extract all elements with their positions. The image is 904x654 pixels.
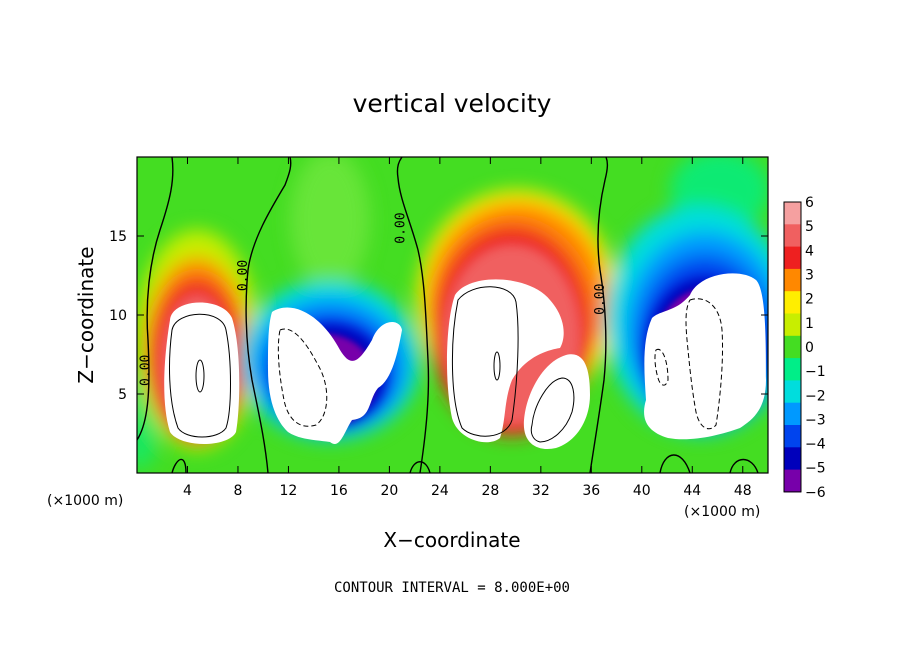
positive-contours	[169, 286, 575, 443]
left-core	[164, 302, 240, 444]
colorbar-swatch	[784, 358, 801, 381]
chart-title: vertical velocity	[353, 89, 552, 118]
colorbar-swatch	[784, 380, 801, 404]
x-tick-label: 12	[280, 483, 298, 499]
down1-core	[268, 307, 402, 444]
contour-interval-note: CONTOUR INTERVAL = 8.000E+00	[334, 580, 570, 596]
down2-contour-small	[654, 348, 669, 386]
colorbar-swatch	[784, 246, 801, 270]
zero-contour-4	[589, 157, 609, 473]
colorbar-label: −4	[805, 437, 826, 453]
x-tick-label: 28	[481, 483, 499, 499]
colorbar-label: −5	[805, 461, 826, 477]
colorbar-swatch	[784, 291, 801, 314]
center-right-core	[523, 354, 590, 449]
y-tick-label: 5	[118, 387, 127, 403]
x-axis-label: X−coordinate	[383, 528, 520, 552]
contour-label: 0.00	[593, 284, 608, 315]
zero-contour-2	[245, 157, 292, 473]
colorbar-label: 1	[805, 316, 814, 332]
y-axis: 5 10 15	[109, 229, 768, 403]
x-unit-left: (×1000 m)	[47, 493, 123, 509]
y-tick-label: 10	[109, 308, 127, 324]
colorbar-swatch	[784, 335, 801, 359]
center-contour	[451, 286, 519, 437]
zero-contour-1	[137, 157, 174, 441]
colorbar-label: −1	[805, 364, 826, 380]
y-axis-label: Z−coordinate	[74, 246, 98, 383]
x-tick-label: 48	[734, 483, 752, 499]
contour-label: 0.00	[236, 260, 251, 291]
center-contour-small	[493, 351, 501, 381]
colorbar-swatch	[784, 425, 801, 448]
colorbar-swatch	[784, 402, 801, 426]
x-tick-label: 24	[431, 483, 449, 499]
down2-core	[644, 273, 766, 440]
colorbar-label: 3	[805, 267, 814, 283]
saturated-cores	[164, 273, 766, 449]
bottom-contour-c	[729, 458, 759, 473]
heatmap-field	[137, 157, 768, 473]
colorbar-swatch	[784, 469, 801, 493]
green-band	[290, 157, 370, 290]
bottom-contour-a	[171, 458, 187, 473]
down2-contour	[685, 298, 724, 430]
left-contour-small	[195, 359, 205, 393]
x-unit-right: (×1000 m)	[684, 504, 760, 520]
negative-contours	[277, 298, 724, 430]
y-tick-label: 15	[109, 229, 127, 245]
colorbar-label: −6	[805, 485, 826, 501]
left-contour	[169, 313, 231, 438]
down1-contour	[277, 328, 328, 427]
colorbar-label: 6	[805, 195, 814, 211]
colorbar: 6 5 4 3 2 1 0 −1 −2 −3 −4 −5 −6	[783, 195, 826, 501]
colorbar-label: 2	[805, 292, 814, 308]
x-tick-label: 44	[683, 483, 701, 499]
center-right-contour	[530, 377, 575, 443]
zero-contours	[137, 157, 759, 473]
colorbar-swatch	[784, 224, 801, 248]
x-tick-label: 20	[380, 483, 398, 499]
x-tick-label: 32	[532, 483, 550, 499]
colorbar-label: 0	[805, 340, 814, 356]
colorbar-label: 5	[805, 219, 814, 235]
colorbar-swatch	[784, 313, 801, 337]
colorbar-label: −2	[805, 388, 826, 404]
colorbar-swatch	[784, 268, 801, 292]
bottom-contour-d	[659, 454, 691, 473]
colorbar-swatch	[784, 447, 801, 471]
x-tick-label: 16	[330, 483, 348, 499]
x-tick-label: 4	[183, 483, 192, 499]
center-core	[446, 279, 564, 443]
contour-labels: 0.00 0.00 0.00 0.00	[139, 212, 608, 386]
colorbar-swatch	[784, 202, 801, 225]
x-tick-label: 36	[582, 483, 600, 499]
colorbar-label: −3	[805, 412, 826, 428]
zero-contour-3	[396, 157, 430, 473]
colorbar-frame	[783, 201, 802, 493]
bottom-contour-b	[409, 461, 431, 473]
contour-label: 0.00	[139, 355, 154, 386]
colorbar-label: 4	[805, 243, 814, 259]
x-tick-label: 40	[633, 483, 651, 499]
x-tick-label: 8	[233, 483, 242, 499]
x-axis: 4 8 12 16 20 24 28 32 36 40 44 48	[183, 157, 752, 499]
contour-label: 0.00	[394, 212, 409, 243]
